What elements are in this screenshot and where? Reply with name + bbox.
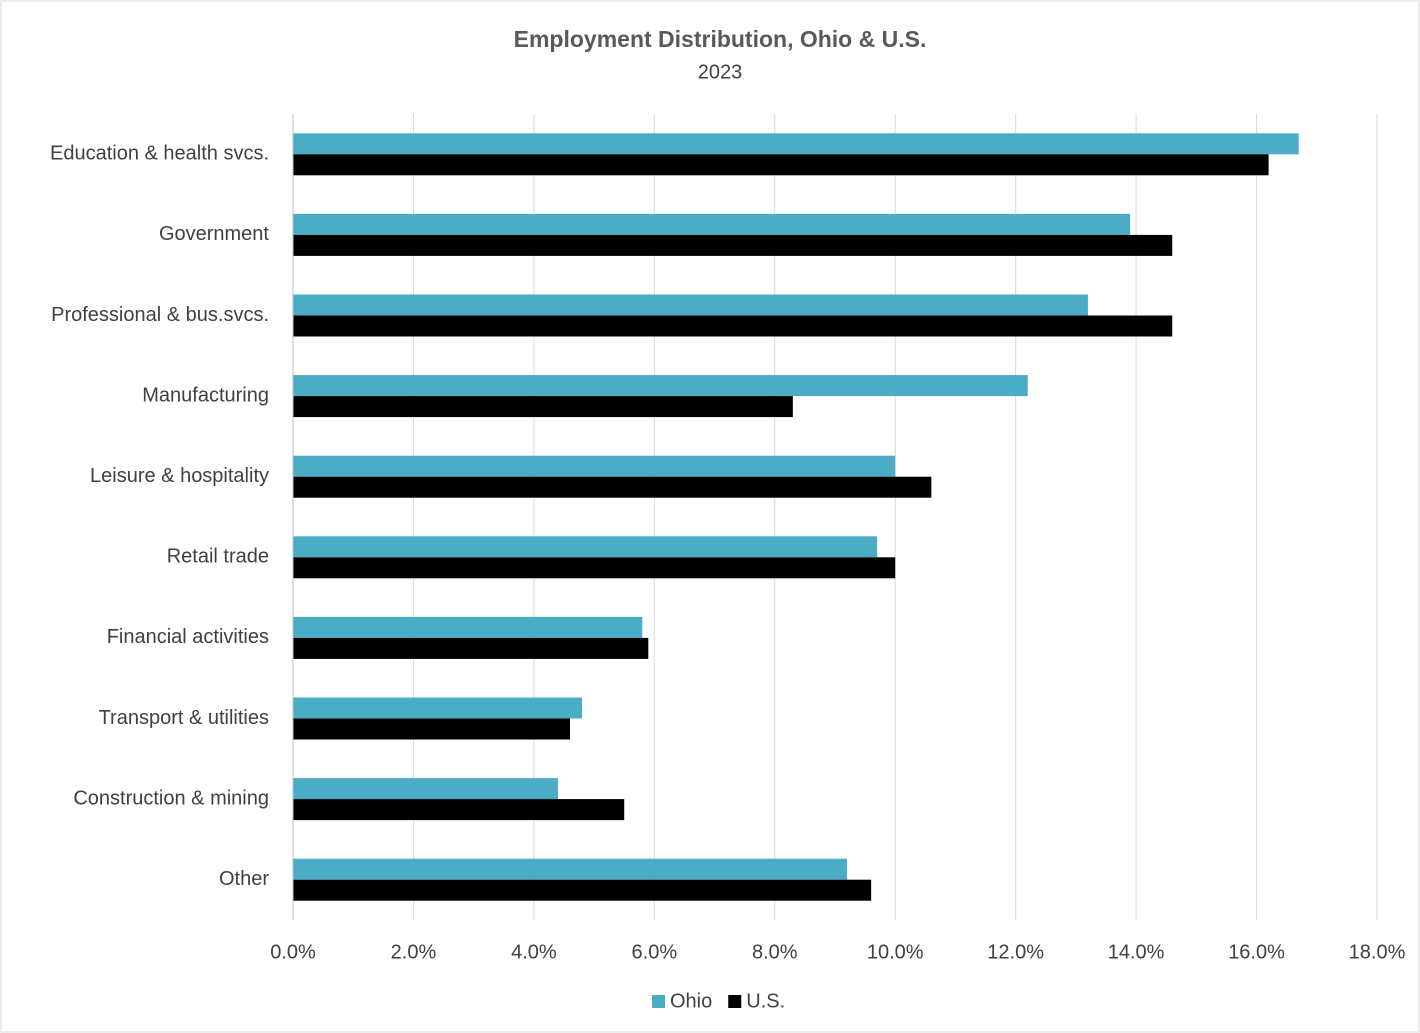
y-tick-label: Professional & bus.svcs. [51,304,269,326]
bar [293,799,625,821]
bar [293,455,896,477]
y-tick-label: Education & health svcs. [50,143,269,165]
bar [293,697,583,719]
bar [293,396,793,418]
x-tick-label: 4.0% [511,941,557,963]
bar [293,375,1028,397]
bar [293,637,649,659]
x-tick-label: 16.0% [1228,941,1285,963]
y-tick-label: Leisure & hospitality [90,465,269,487]
bar [293,213,1131,235]
bar [293,557,896,579]
bar [293,234,1173,256]
bar [293,154,1269,176]
y-tick-label: Manufacturing [142,384,269,406]
bar [293,476,932,498]
chart-subtitle: 2023 [698,61,743,83]
y-tick-label: Government [159,223,269,245]
x-tick-label: 6.0% [632,941,678,963]
bar [293,718,571,740]
bar [293,858,848,880]
y-tick-label: Transport & utilities [99,707,269,729]
x-tick-label: 2.0% [391,941,437,963]
chart-title: Employment Distribution, Ohio & U.S. [514,26,927,52]
bar [293,616,643,638]
bar [293,879,872,901]
y-tick-label: Construction & mining [73,787,269,809]
bar [293,294,1088,316]
x-tick-label: 0.0% [270,941,316,963]
bar [293,133,1299,155]
x-tick-label: 10.0% [867,941,924,963]
x-tick-label: 12.0% [987,941,1044,963]
bar [293,536,878,558]
x-tick-label: 18.0% [1349,941,1406,963]
legend-label: Ohio [670,990,712,1012]
legend-swatch [728,995,742,1008]
y-tick-label: Other [219,868,269,890]
bar [293,778,558,800]
y-tick-label: Financial activities [107,626,269,648]
legend-swatch [652,995,665,1008]
x-tick-label: 14.0% [1108,941,1165,963]
x-tick-label: 8.0% [752,941,798,963]
y-tick-label: Retail trade [167,546,269,568]
legend-label: U.S. [746,990,785,1012]
bar [293,315,1173,337]
